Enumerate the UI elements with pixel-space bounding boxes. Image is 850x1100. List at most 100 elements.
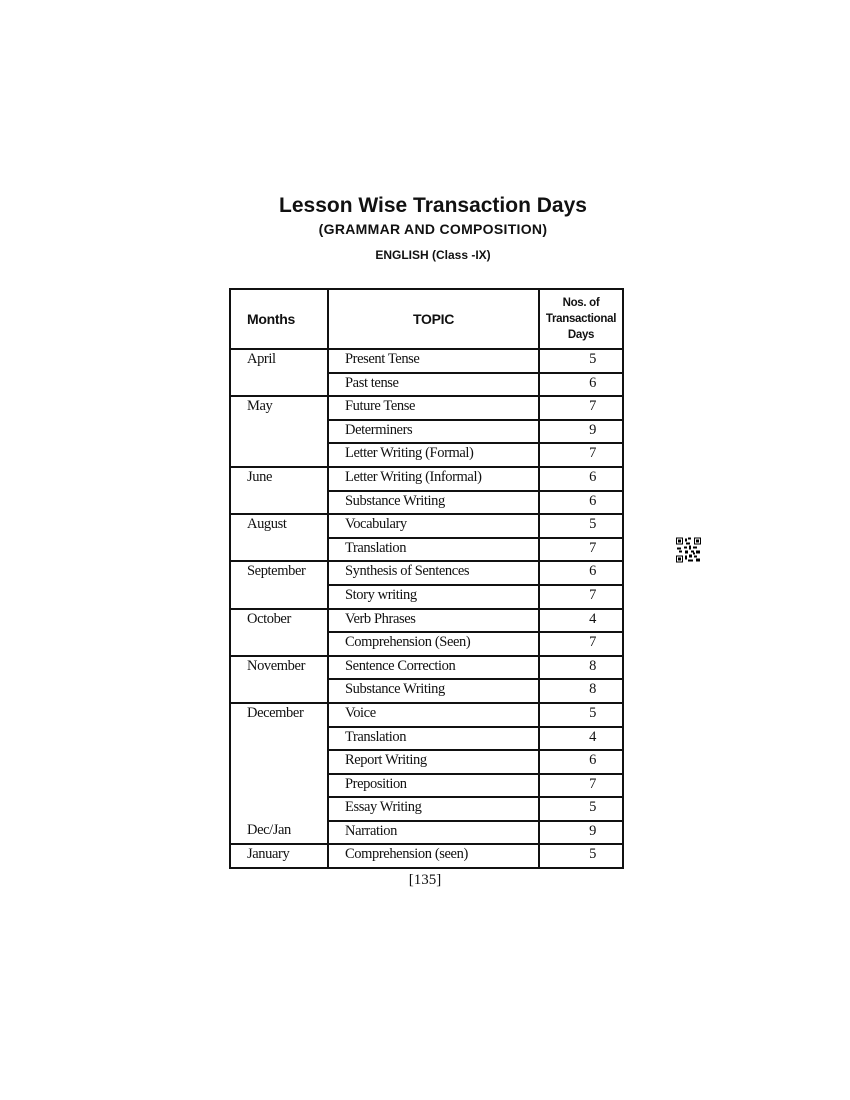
topic-cell: Essay Writing [327, 796, 540, 822]
month-cell [229, 584, 329, 609]
month-cell [229, 490, 329, 515]
header-months: Months [229, 288, 329, 350]
topic-cell: Present Tense [327, 348, 540, 374]
topic-cell: Translation [327, 725, 540, 752]
days-cell: 7 [538, 583, 624, 610]
month-cell: June [229, 465, 329, 491]
table-row: Substance Writing 6 [229, 489, 624, 516]
month-cell: Dec/Jan [229, 820, 329, 845]
table-row: Report Writing 6 [229, 749, 624, 775]
days-cell: 4 [538, 725, 624, 752]
days-cell: 9 [538, 819, 624, 846]
days-cell: 5 [538, 701, 624, 728]
page-subtitle: (GRAMMAR AND COMPOSITION) [318, 221, 548, 237]
topic-cell: Vocabulary [327, 513, 540, 539]
table-row: April Present Tense 5 [229, 348, 624, 374]
table-row: Dec/Jan Narration 9 [229, 819, 624, 846]
topic-cell: Future Tense [327, 395, 540, 421]
table-header-row: Months TOPIC Nos. of Transactional Days [229, 288, 624, 350]
days-cell: 6 [538, 465, 624, 492]
topic-cell: Comprehension (Seen) [327, 631, 540, 657]
qr-code-icon [676, 537, 701, 563]
days-cell: 5 [538, 513, 624, 539]
days-cell: 7 [538, 395, 624, 421]
table-row: Substance Writing 8 [229, 678, 624, 704]
month-cell: August [229, 513, 329, 538]
topic-cell: Story writing [327, 583, 540, 610]
topic-cell: Voice [327, 701, 540, 728]
days-cell: 8 [538, 678, 624, 704]
month-cell: October [229, 607, 329, 633]
table-row: August Vocabulary 5 [229, 513, 624, 539]
month-cell: January [229, 843, 329, 870]
topic-cell: Translation [327, 536, 540, 563]
header-days-line: Days [567, 329, 595, 341]
topic-cell: Substance Writing [327, 489, 540, 516]
month-cell [229, 726, 329, 751]
days-cell: 6 [538, 749, 624, 775]
month-cell [229, 632, 329, 656]
page-title: Lesson Wise Transaction Days [279, 194, 587, 217]
table-row: Story writing 7 [229, 583, 624, 610]
topic-cell: Narration [327, 819, 540, 846]
days-cell: 7 [538, 536, 624, 563]
table-row: Comprehension (Seen) 7 [229, 631, 624, 657]
topic-cell: Past tense [327, 371, 540, 398]
table-row: September Synthesis of Sentences 6 [229, 560, 624, 586]
days-cell: 5 [538, 843, 624, 870]
header-days-line: Transactional [545, 313, 617, 325]
topic-cell: Substance Writing [327, 678, 540, 704]
header-days: Nos. of Transactional Days [538, 288, 624, 350]
subject-heading: ENGLISH (Class -IX) [375, 248, 491, 262]
month-cell [229, 419, 329, 444]
table-row: May Future Tense 7 [229, 395, 624, 421]
topic-cell: Synthesis of Sentences [327, 560, 540, 586]
table-row: November Sentence Correction 8 [229, 654, 624, 681]
topic-cell: Sentence Correction [327, 654, 540, 681]
month-cell [229, 679, 329, 703]
month-cell: April [229, 348, 329, 373]
days-cell: 7 [538, 631, 624, 657]
topic-cell: Report Writing [327, 749, 540, 775]
days-cell: 5 [538, 796, 624, 822]
topic-cell: Preposition [327, 772, 540, 799]
days-cell: 7 [538, 772, 624, 799]
days-cell: 6 [538, 371, 624, 398]
table-row: Translation 7 [229, 536, 624, 563]
page-number: [135] [408, 872, 442, 888]
table-row: Preposition 7 [229, 772, 624, 799]
table-row: October Verb Phrases 4 [229, 607, 624, 634]
month-cell: November [229, 654, 329, 680]
days-cell: 4 [538, 607, 624, 634]
month-cell [229, 773, 329, 798]
topic-cell: Letter Writing (Informal) [327, 465, 540, 492]
days-cell: 8 [538, 654, 624, 681]
days-cell: 6 [538, 489, 624, 516]
transaction-days-table: Months TOPIC Nos. of Transactional Days … [229, 288, 624, 870]
table-row: December Voice 5 [229, 701, 624, 728]
table-row: Determiners 9 [229, 418, 624, 445]
days-cell: 7 [538, 442, 624, 468]
topic-cell: Letter Writing (Formal) [327, 442, 540, 468]
table-row: Translation 4 [229, 725, 624, 752]
days-cell: 5 [538, 348, 624, 374]
table-row: Essay Writing 5 [229, 796, 624, 822]
month-cell [229, 797, 329, 821]
month-cell: December [229, 701, 329, 727]
month-cell [229, 537, 329, 562]
topic-cell: Verb Phrases [327, 607, 540, 634]
table-row: Past tense 6 [229, 371, 624, 398]
topic-cell: Determiners [327, 418, 540, 445]
month-cell: September [229, 560, 329, 585]
topic-cell: Comprehension (seen) [327, 843, 540, 870]
days-cell: 9 [538, 418, 624, 445]
table-row: Letter Writing (Formal) 7 [229, 442, 624, 468]
month-cell [229, 443, 329, 467]
month-cell: May [229, 395, 329, 420]
header-days-line: Nos. of [562, 297, 600, 309]
days-cell: 6 [538, 560, 624, 586]
table-row: January Comprehension (seen) 5 [229, 843, 624, 870]
table-row: June Letter Writing (Informal) 6 [229, 465, 624, 492]
month-cell [229, 750, 329, 774]
month-cell [229, 372, 329, 397]
